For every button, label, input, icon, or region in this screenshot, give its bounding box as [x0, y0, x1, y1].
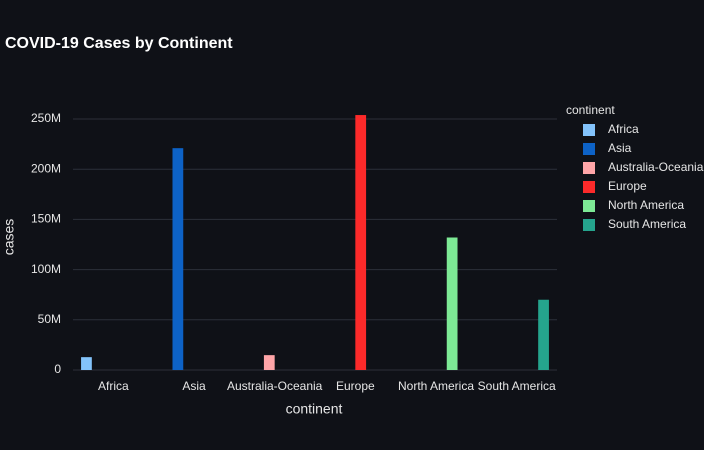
legend-swatch — [583, 143, 595, 155]
x-tick-label: South America — [478, 379, 556, 393]
legend-swatch — [583, 219, 595, 231]
x-tick-label: Australia-Oceania — [227, 379, 323, 393]
y-tick-label: 150M — [31, 212, 61, 226]
legend-swatch — [583, 200, 595, 212]
bar — [172, 148, 184, 370]
legend-title: continent — [566, 103, 615, 117]
bar — [355, 115, 367, 371]
bar — [446, 237, 458, 370]
legend-label: Africa — [608, 122, 639, 136]
legend-swatch — [583, 162, 595, 174]
y-axis-title: cases — [1, 219, 17, 256]
x-axis-title: continent — [286, 401, 343, 417]
legend-swatch — [583, 124, 595, 136]
x-tick-label: Europe — [336, 379, 375, 393]
legend-label: Europe — [608, 179, 647, 193]
y-tick-label: 50M — [38, 312, 61, 326]
legend-label: North America — [608, 198, 684, 212]
bar — [81, 357, 92, 370]
legend-label: Australia-Oceania — [608, 160, 704, 174]
bar — [538, 299, 549, 370]
x-tick-label: North America — [398, 379, 474, 393]
y-tick-label: 250M — [31, 111, 61, 125]
y-tick-label: 0 — [54, 362, 61, 376]
x-tick-label: Africa — [98, 379, 129, 393]
y-tick-label: 100M — [31, 262, 61, 276]
legend-label: Asia — [608, 141, 632, 155]
chart-title: COVID-19 Cases by Continent — [5, 35, 233, 52]
y-tick-label: 200M — [31, 161, 61, 175]
bar — [263, 355, 275, 370]
legend-label: South America — [608, 217, 686, 231]
legend-swatch — [583, 181, 595, 193]
x-tick-label: Asia — [182, 379, 206, 393]
